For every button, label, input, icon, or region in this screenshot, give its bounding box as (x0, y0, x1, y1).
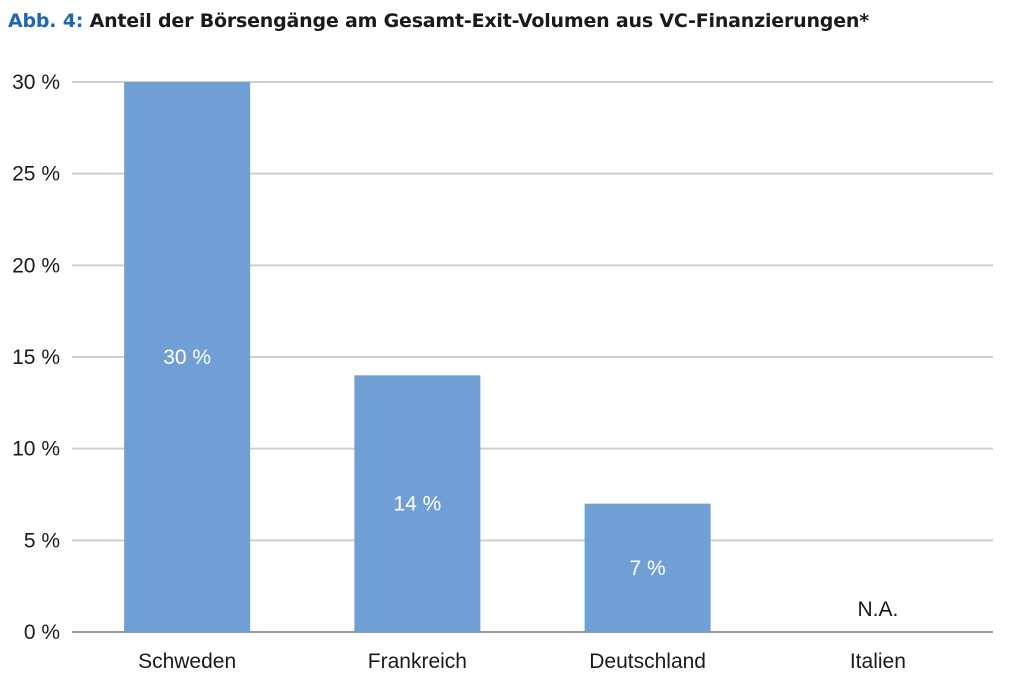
bars (124, 82, 711, 632)
y-tick-label: 30 % (12, 71, 60, 94)
data-label: 14 % (393, 493, 441, 516)
data-label: 30 % (163, 346, 211, 369)
x-tick-label: Italien (850, 650, 906, 673)
y-tick-label: 25 % (12, 163, 60, 186)
x-tick-label: Deutschland (589, 650, 706, 673)
x-tick-label: Schweden (138, 650, 236, 673)
bar-schweden (124, 82, 251, 632)
x-axis-labels: Schweden Frankreich Deutschland Italien (138, 650, 906, 673)
bar-frankreich (354, 375, 481, 632)
y-tick-label: 0 % (24, 621, 60, 644)
data-label: 7 % (630, 557, 666, 580)
data-label: N.A. (857, 598, 898, 621)
chart-title-text: Anteil der Börsengänge am Gesamt-Exit-Vo… (89, 10, 870, 32)
chart-title-prefix: Abb. 4: (8, 10, 84, 32)
x-tick-label: Frankreich (368, 650, 467, 673)
chart-title: Abb. 4: Anteil der Börsengänge am Gesamt… (8, 10, 869, 32)
data-labels: 30 % 14 % 7 % N.A. (163, 346, 898, 621)
y-axis-ticks: 0 % 5 % 10 % 15 % 20 % 25 % 30 % (12, 71, 60, 644)
y-tick-label: 10 % (12, 438, 60, 461)
y-tick-label: 5 % (24, 529, 60, 552)
y-tick-label: 15 % (12, 346, 60, 369)
bar-deutschland (584, 503, 711, 632)
y-tick-label: 20 % (12, 254, 60, 277)
